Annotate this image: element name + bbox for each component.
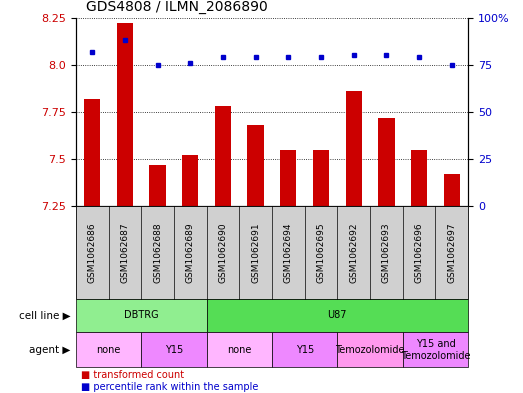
Text: GSM1062694: GSM1062694	[284, 222, 293, 283]
Text: ■ percentile rank within the sample: ■ percentile rank within the sample	[81, 382, 258, 392]
Text: GSM1062695: GSM1062695	[316, 222, 325, 283]
Text: none: none	[96, 345, 121, 355]
Bar	[411, 150, 427, 206]
Text: Y15 and
Temozolomide: Y15 and Temozolomide	[401, 339, 470, 360]
Text: GSM1062689: GSM1062689	[186, 222, 195, 283]
Text: GSM1062692: GSM1062692	[349, 222, 358, 283]
Text: agent ▶: agent ▶	[29, 345, 71, 355]
Bar	[117, 23, 133, 206]
Text: GSM1062693: GSM1062693	[382, 222, 391, 283]
Text: GSM1062696: GSM1062696	[415, 222, 424, 283]
Text: DBTRG: DBTRG	[124, 310, 158, 320]
Text: GSM1062688: GSM1062688	[153, 222, 162, 283]
Text: Temozolomide: Temozolomide	[335, 345, 405, 355]
Text: GSM1062686: GSM1062686	[88, 222, 97, 283]
Text: Y15: Y15	[165, 345, 183, 355]
Text: none: none	[227, 345, 252, 355]
Bar	[84, 99, 100, 206]
Bar	[247, 125, 264, 206]
Bar	[378, 118, 394, 206]
Text: Y15: Y15	[295, 345, 314, 355]
Bar	[150, 165, 166, 206]
Bar	[313, 150, 329, 206]
Bar	[182, 155, 198, 206]
Bar	[444, 174, 460, 206]
Text: U87: U87	[327, 310, 347, 320]
Bar	[346, 91, 362, 206]
Text: GSM1062687: GSM1062687	[120, 222, 129, 283]
Text: cell line ▶: cell line ▶	[19, 310, 71, 320]
Text: GSM1062697: GSM1062697	[447, 222, 456, 283]
Text: GDS4808 / ILMN_2086890: GDS4808 / ILMN_2086890	[86, 0, 268, 14]
Bar	[280, 150, 297, 206]
Text: GSM1062691: GSM1062691	[251, 222, 260, 283]
Bar	[215, 107, 231, 206]
Text: ■ transformed count: ■ transformed count	[81, 370, 184, 380]
Text: GSM1062690: GSM1062690	[219, 222, 228, 283]
